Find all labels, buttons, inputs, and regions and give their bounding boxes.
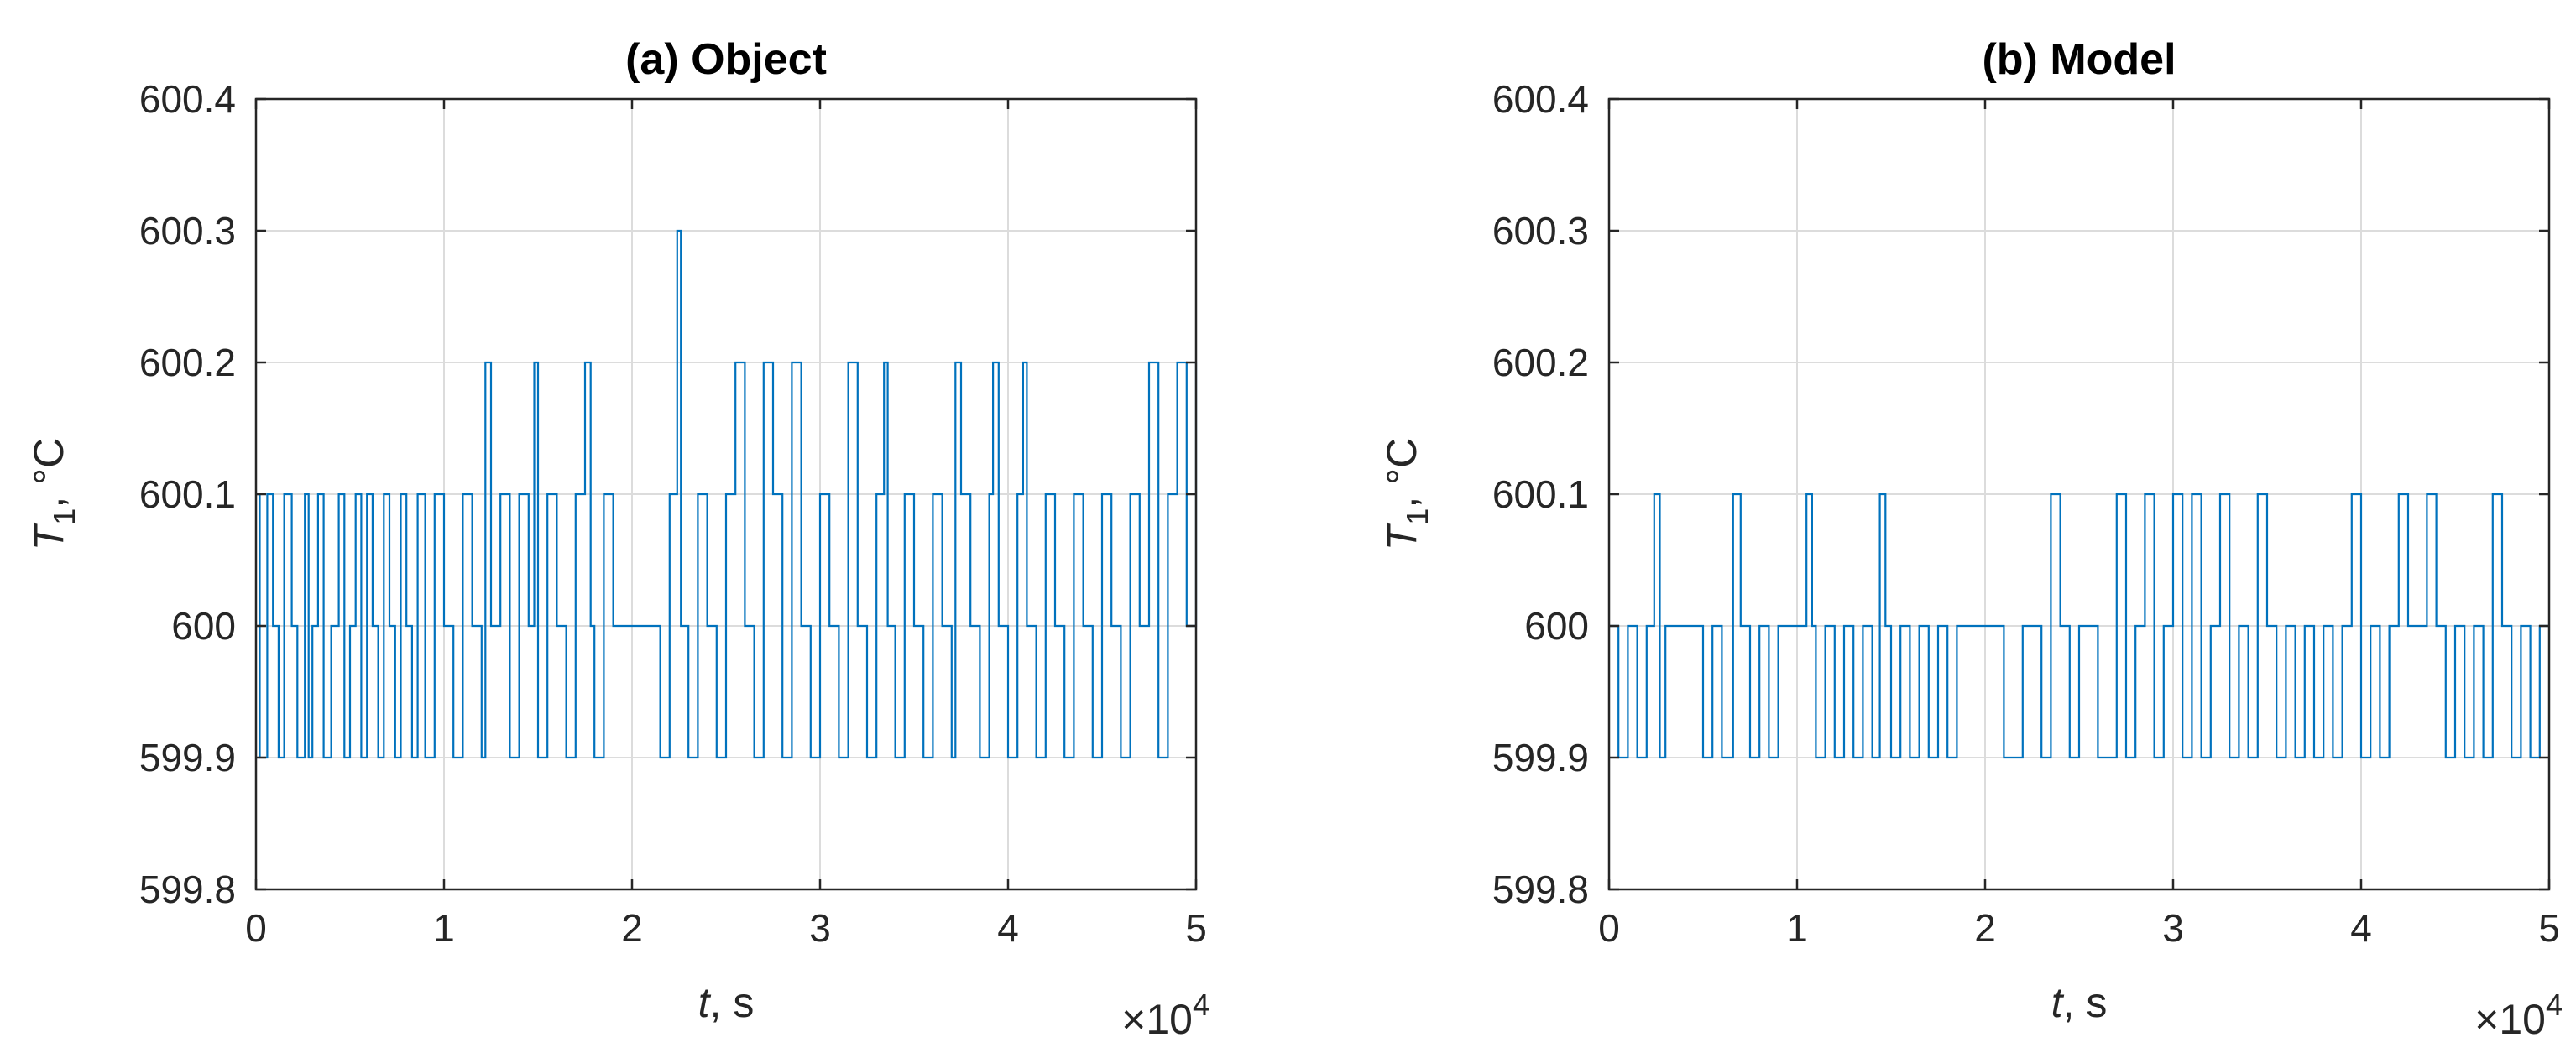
panel-b-ylabel-unit: , °C — [1378, 438, 1425, 508]
panel-a-xtick-label-4: 4 — [997, 906, 1019, 950]
panel-a-xtick-label-3: 3 — [809, 906, 831, 950]
panel-b-x-exponent: ×104 — [2474, 988, 2563, 1043]
panel-b: 0 1 2 3 4 5 599.8 599.9 600 600.1 600.2 600.3 600.4 (… — [1378, 35, 2563, 1043]
panel-a: 0 1 2 3 4 5 599.8 599.9 600 600.1 600.2 600.3 600.4 (… — [25, 35, 1210, 1043]
panel-a-xtick-label-1: 1 — [433, 906, 455, 950]
panel-a-ylabel-symbol: T — [25, 522, 72, 550]
panel-b-ytick-label-6: 600.4 — [1492, 77, 1589, 121]
panel-b-ylabel-subscript: 1 — [1400, 508, 1434, 525]
panel-a-ytick-label-3: 600.1 — [139, 472, 236, 516]
panel-a-xlabel-unit: , s — [710, 979, 755, 1026]
panel-b-xtick-label-1: 1 — [1786, 906, 1808, 950]
panel-b-ytick-label-5: 600.3 — [1492, 209, 1589, 253]
panel-b-title: (b) Model — [1982, 35, 2176, 84]
panel-b-x-exponent-power: 4 — [2546, 988, 2563, 1022]
panel-b-xtick-label-5: 5 — [2538, 906, 2560, 950]
panel-b-xlabel-symbol: t — [2051, 979, 2065, 1026]
panel-b-x-exponent-base: ×10 — [2474, 996, 2546, 1043]
panel-a-ytick-label-0: 599.8 — [139, 868, 236, 911]
panel-b-ytick-label-4: 600.2 — [1492, 341, 1589, 384]
panel-b-ytick-label-0: 599.8 — [1492, 868, 1589, 911]
panel-b-ylabel-symbol: T — [1378, 522, 1425, 550]
panel-a-x-exponent-power: 4 — [1193, 988, 1210, 1022]
panel-a-xtick-label-2: 2 — [621, 906, 643, 950]
panel-b-xtick-label-4: 4 — [2350, 906, 2372, 950]
panel-b-xlabel-unit: , s — [2063, 979, 2108, 1026]
panel-b-ytick-label-3: 600.1 — [1492, 472, 1589, 516]
panel-a-xtick-label-5: 5 — [1185, 906, 1207, 950]
panel-a-xtick-label-0: 0 — [245, 906, 267, 950]
panel-a-ytick-label-6: 600.4 — [139, 77, 236, 121]
panel-a-x-exponent: ×104 — [1121, 988, 1210, 1043]
panel-b-ytick-label-2: 600 — [1524, 604, 1589, 648]
panel-a-ytick-label-1: 599.9 — [139, 736, 236, 779]
panel-b-series-0-line — [1609, 493, 2549, 759]
panel-b-xlabel: t, s — [2051, 979, 2108, 1026]
panel-b-ylabel: T1, °C — [1378, 438, 1434, 550]
panel-b-xtick-label-2: 2 — [1974, 906, 1996, 950]
panel-b-ytick-label-1: 599.9 — [1492, 736, 1589, 779]
panel-a-x-exponent-base: ×10 — [1121, 996, 1193, 1043]
panel-a-ylabel: T1, °C — [25, 438, 81, 550]
panel-a-ytick-label-2: 600 — [171, 604, 236, 648]
panel-b-xtick-label-3: 3 — [2162, 906, 2184, 950]
panel-a-ytick-label-5: 600.3 — [139, 209, 236, 253]
panel-a-ylabel-unit: , °C — [25, 438, 72, 508]
panel-a-title: (a) Object — [625, 35, 827, 84]
panel-b-xtick-label-0: 0 — [1598, 906, 1620, 950]
panel-a-xlabel: t, s — [698, 979, 755, 1026]
panel-a-ylabel-subscript: 1 — [47, 508, 81, 525]
panel-a-series-0-line — [256, 229, 1198, 759]
panel-a-ytick-label-4: 600.2 — [139, 341, 236, 384]
panel-a-xlabel-symbol: t — [698, 979, 712, 1026]
